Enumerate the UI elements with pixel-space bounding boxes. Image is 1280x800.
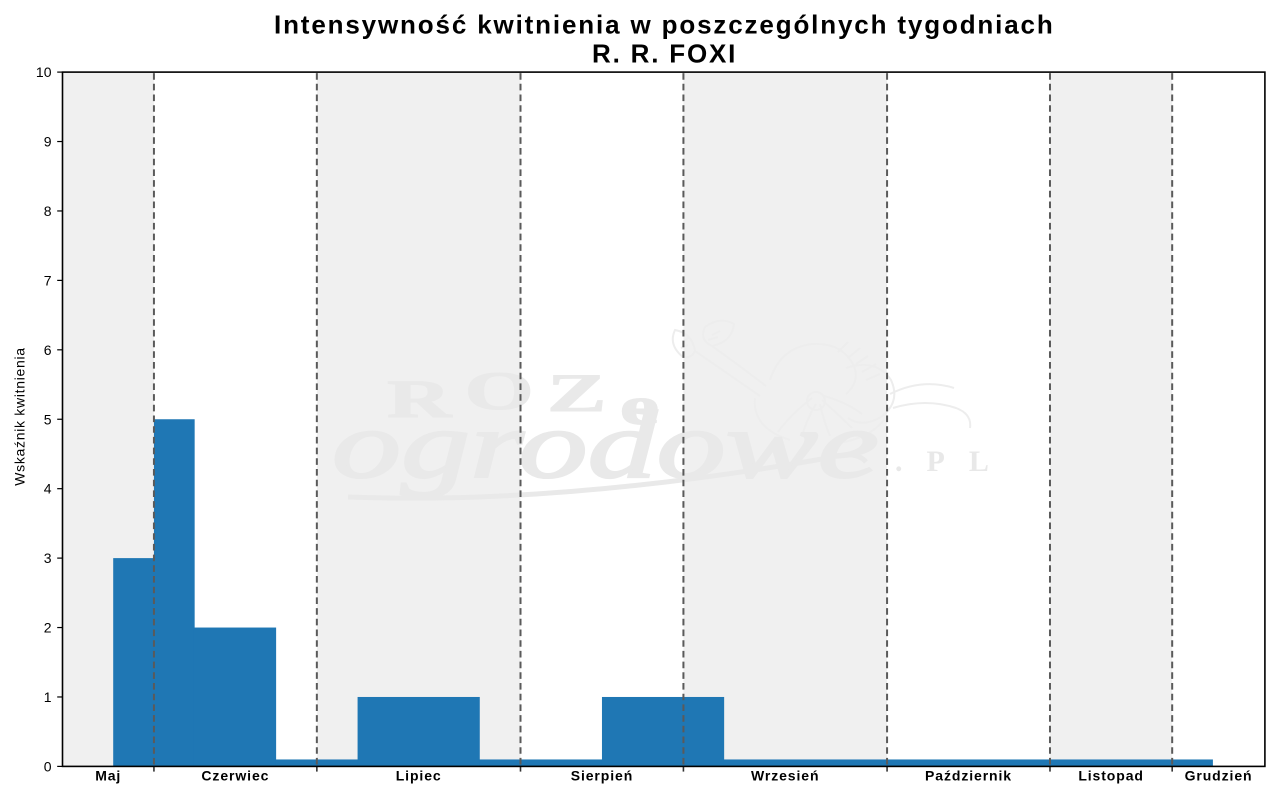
svg-text:Wrzesień: Wrzesień [751,768,819,784]
svg-text:Czerwiec: Czerwiec [201,768,269,784]
svg-text:Październik: Październik [925,768,1012,784]
svg-text:Wskaźnik kwitnienia: Wskaźnik kwitnienia [11,347,27,486]
svg-text:8: 8 [44,203,52,219]
svg-text:6: 6 [44,342,52,358]
svg-text:0: 0 [44,758,52,774]
svg-text:7: 7 [44,272,52,288]
svg-text:1: 1 [44,689,52,705]
svg-text:3: 3 [44,550,52,566]
svg-text:Sierpień: Sierpień [571,768,633,784]
svg-text:ROZe: ROZe [387,361,672,436]
svg-text:9: 9 [44,134,52,150]
svg-text:Intensywność kwitnienia w posz: Intensywność kwitnienia w poszczególnych… [274,10,1055,40]
svg-text:Maj: Maj [95,768,121,784]
svg-text:4: 4 [44,481,52,497]
svg-text:Listopad: Listopad [1078,768,1144,784]
svg-text:5: 5 [44,411,52,427]
svg-text:ogrodowe: ogrodowe [332,391,879,498]
svg-text:Lipiec: Lipiec [396,768,442,784]
svg-text:2: 2 [44,620,52,636]
svg-text:.PL: .PL [895,445,1013,478]
svg-text:Grudzień: Grudzień [1185,768,1253,784]
svg-text:10: 10 [36,64,52,80]
svg-text:R. R. FOXI: R. R. FOXI [592,39,737,69]
